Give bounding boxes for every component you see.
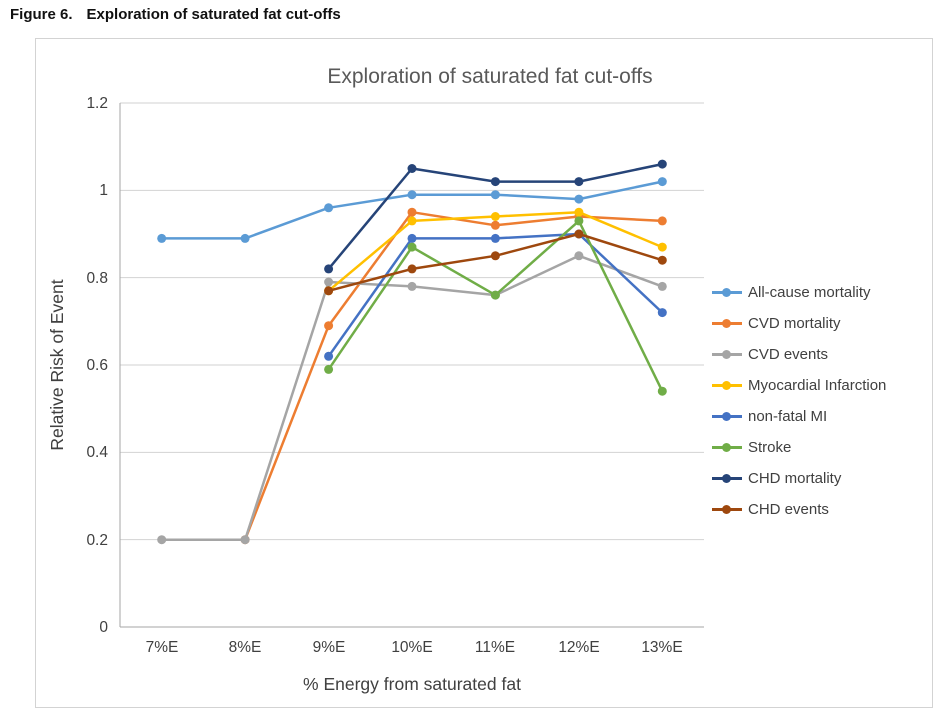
legend-item: CVD events [712, 344, 886, 365]
y-tick-label: 1.2 [86, 95, 108, 112]
x-tick-label: 13%E [641, 639, 682, 656]
legend-marker-icon [712, 473, 742, 484]
legend-item: CHD events [712, 499, 886, 520]
y-axis-label: Relative Risk of Event [47, 279, 67, 450]
y-tick-label: 0.4 [86, 444, 108, 461]
legend-marker-icon [712, 380, 742, 391]
legend-marker-icon [712, 318, 742, 329]
legend-label: CHD mortality [748, 470, 842, 487]
x-tick-label: 10%E [391, 639, 432, 656]
legend-item: non-fatal MI [712, 406, 886, 427]
figure-label: Figure 6. [10, 6, 73, 23]
y-tick-label: 0.6 [86, 357, 108, 374]
legend-marker-icon [712, 504, 742, 515]
legend-item: CVD mortality [712, 313, 886, 334]
figure-caption: Figure 6. Exploration of saturated fat cu… [10, 6, 341, 23]
legend-item: All-cause mortality [712, 282, 886, 303]
y-tick-label: 1 [99, 182, 108, 199]
legend-label: CVD events [748, 346, 829, 363]
plot-series [157, 159, 667, 545]
x-tick-label: 8%E [229, 639, 262, 656]
legend-label: All-cause mortality [748, 284, 871, 301]
chart-title: Exploration of saturated fat cut-offs [327, 65, 652, 88]
legend-marker-icon [712, 349, 742, 360]
legend: All-cause mortality CVD mortality CVD ev… [712, 282, 886, 520]
y-tick-labels: 0 0.2 0.4 0.6 0.8 1 1.2 [86, 95, 108, 636]
legend-item: Myocardial Infarction [712, 375, 886, 396]
y-tick-label: 0.2 [86, 532, 108, 549]
x-tick-label: 12%E [558, 639, 599, 656]
legend-marker-icon [712, 411, 742, 422]
y-tick-label: 0 [99, 619, 108, 636]
legend-marker-icon [712, 442, 742, 453]
x-tick-label: 7%E [146, 639, 179, 656]
chart-frame: Exploration of saturated fat cut-offs 0 … [35, 38, 933, 708]
x-tick-label: 11%E [475, 639, 515, 656]
legend-item: CHD mortality [712, 468, 886, 489]
legend-label: CHD events [748, 501, 829, 518]
legend-label: Stroke [748, 439, 792, 456]
legend-item: Stroke [712, 437, 886, 458]
x-axis-label: % Energy from saturated fat [303, 674, 521, 694]
x-tick-labels: 7%E 8%E 9%E 10%E 11%E 12%E 13%E [146, 639, 683, 656]
legend-label: non-fatal MI [748, 408, 828, 425]
line-chart-svg: Exploration of saturated fat cut-offs 0 … [47, 65, 704, 694]
legend-label: CVD mortality [748, 315, 841, 332]
legend-label: Myocardial Infarction [748, 377, 887, 394]
gridlines [119, 102, 704, 628]
y-tick-label: 0.8 [86, 270, 108, 287]
legend-marker-icon [712, 287, 742, 298]
figure-title: Exploration of saturated fat cut-offs [86, 6, 341, 23]
x-tick-label: 9%E [313, 639, 346, 656]
